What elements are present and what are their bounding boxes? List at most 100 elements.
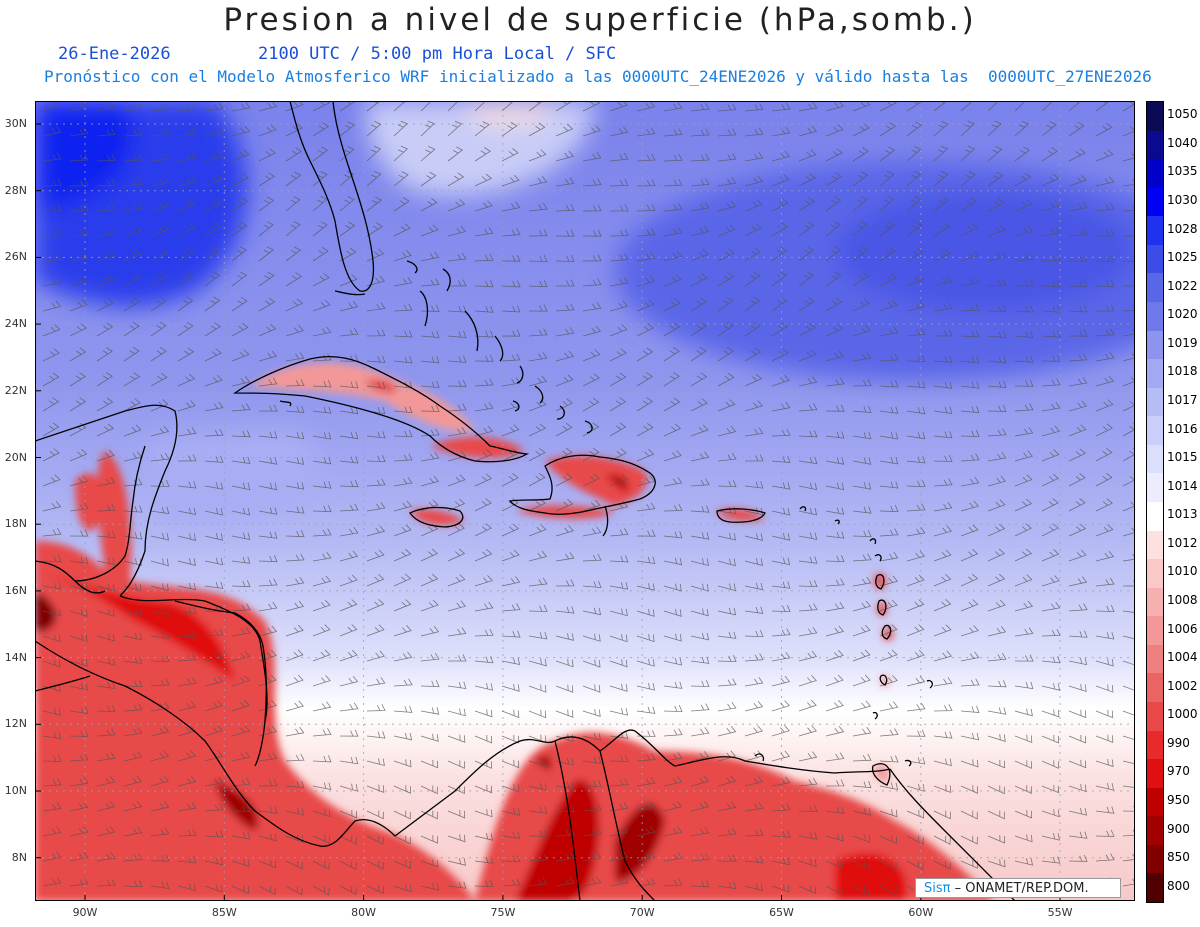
wind-barb <box>609 802 629 812</box>
wind-barb <box>771 507 791 516</box>
wind-barb <box>1068 549 1087 562</box>
wind-barb <box>528 709 547 719</box>
wind-barb <box>852 457 872 465</box>
wind-barb <box>42 555 62 563</box>
colorbar-label: 1015 <box>1167 450 1198 465</box>
wind-barb <box>258 297 276 312</box>
wind-barb <box>798 246 815 262</box>
wind-barb <box>636 502 656 512</box>
wind-barb <box>555 150 575 162</box>
wind-barb <box>744 725 764 737</box>
wind-barb <box>717 678 737 687</box>
wind-barb <box>285 600 305 612</box>
wind-barb <box>1068 603 1088 612</box>
wind-barb <box>177 725 197 737</box>
wind-barb <box>501 630 521 638</box>
colorbar-segment <box>1147 873 1163 903</box>
wind-barb <box>123 424 142 437</box>
wind-barb <box>474 734 493 744</box>
wind-barb <box>42 253 62 262</box>
wind-barb <box>690 249 709 262</box>
wind-barb <box>177 454 197 462</box>
wind-barb <box>1068 121 1085 137</box>
wind-barb <box>285 576 305 587</box>
wind-barb <box>771 557 791 566</box>
wind-barb <box>582 553 602 562</box>
wind-barb <box>150 372 168 387</box>
wind-barb <box>609 659 628 668</box>
wind-barb <box>69 556 89 564</box>
lat-label: 28N <box>4 183 27 197</box>
wind-barb <box>474 280 494 288</box>
wind-barb <box>501 473 519 487</box>
wind-barb <box>366 574 385 587</box>
wind-barb <box>231 430 251 438</box>
wind-barb <box>609 152 629 162</box>
colorbar-segment <box>1147 702 1163 732</box>
wind-barb <box>636 729 656 737</box>
wind-barb <box>312 146 329 162</box>
wind-barb <box>744 427 764 437</box>
wind-barb <box>825 725 845 737</box>
wind-barb <box>690 153 710 162</box>
wind-barb <box>663 178 683 187</box>
wind-barb <box>501 603 521 612</box>
wind-barb <box>933 650 953 662</box>
wind-barb <box>717 881 737 890</box>
lat-label: 12N <box>4 717 27 731</box>
wind-barb <box>609 528 629 537</box>
wind-barb <box>339 327 359 337</box>
wind-barb <box>690 297 708 312</box>
wind-barb <box>366 501 386 512</box>
wind-barb <box>1068 759 1087 769</box>
wind-barb <box>123 656 143 664</box>
wind-barb <box>204 246 221 262</box>
wind-barb <box>420 120 435 137</box>
wind-barb <box>987 475 1007 487</box>
wind-barb <box>1041 425 1061 437</box>
wind-barb <box>204 126 224 137</box>
lon-label: 70W <box>629 906 655 919</box>
wind-barb <box>501 329 521 337</box>
wind-barb <box>393 599 412 612</box>
wind-barb <box>1068 473 1086 487</box>
wind-barb <box>393 573 412 587</box>
wind-barb <box>744 582 764 591</box>
wind-barb <box>798 580 818 588</box>
wind-barb <box>636 877 656 887</box>
wind-barb <box>906 503 926 512</box>
wind-barb <box>879 353 899 362</box>
wind-barb <box>339 170 355 187</box>
wind-barb <box>744 883 763 892</box>
wind-barb <box>879 196 895 212</box>
wind-barb <box>960 223 978 237</box>
wind-barb <box>339 480 359 488</box>
wind-barb <box>96 298 114 312</box>
wind-barb <box>798 322 816 337</box>
wind-barb <box>1095 829 1115 837</box>
wind-barb <box>231 507 251 516</box>
wind-barb <box>96 450 115 462</box>
wind-barb <box>366 784 385 793</box>
wind-barb <box>204 700 223 712</box>
wind-barb <box>447 279 467 287</box>
wind-barb <box>933 784 952 793</box>
wind-barb <box>1041 378 1061 387</box>
wind-barb <box>636 449 655 462</box>
wind-barb <box>177 321 194 337</box>
wind-barb <box>393 835 411 845</box>
wind-barb <box>366 355 386 363</box>
wind-barb <box>825 700 844 712</box>
wind-barb <box>366 525 386 537</box>
colorbar-label: 850 <box>1167 850 1190 865</box>
wind-barb <box>582 473 601 487</box>
wind-barb <box>123 558 142 567</box>
wind-barb <box>933 624 952 637</box>
wind-barb <box>528 658 547 667</box>
wind-barb <box>420 428 440 437</box>
lon-label: 55W <box>1047 906 1073 919</box>
wind-barb <box>798 858 817 868</box>
wind-barb <box>879 221 895 237</box>
wind-barb <box>555 350 575 362</box>
colorbar-segment <box>1147 530 1163 560</box>
